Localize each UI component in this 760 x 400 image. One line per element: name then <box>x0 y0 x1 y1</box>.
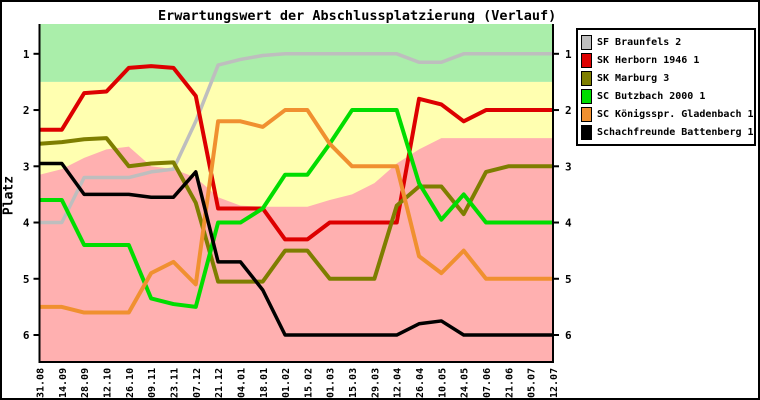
legend-swatch <box>581 88 592 104</box>
x-tick-label: 07.12 <box>192 368 203 398</box>
series-line-4 <box>39 108 553 315</box>
x-tick-label: 04.01 <box>236 368 247 398</box>
y-tick-label: 6 <box>565 329 572 342</box>
y-tick-label: 1 <box>23 48 30 61</box>
x-tick-label: 21.12 <box>214 368 225 398</box>
legend-box: SF Braunfels 2 SK Herborn 1946 1 SK Marbur… <box>576 28 756 146</box>
legend-row: SK Herborn 1946 1 <box>581 51 752 69</box>
x-tick-label: 15.02 <box>303 368 314 398</box>
series-line-3 <box>39 108 553 309</box>
legend-swatch <box>581 34 592 50</box>
x-tick-label: 21.06 <box>504 368 515 398</box>
y-tick-label: 4 <box>23 217 30 230</box>
chart-title: Erwartungswert der Abschlussplatzierung … <box>158 8 557 24</box>
legend-label: SC Butzbach 2000 1 <box>597 90 706 102</box>
series-line-2 <box>39 136 553 284</box>
x-tick-label: 26.10 <box>125 368 136 398</box>
x-tick-label: 10.05 <box>437 368 448 398</box>
legend-label: Schachfreunde Battenberg 1 <box>597 126 754 138</box>
x-tick-label: 12.10 <box>102 368 113 398</box>
legend-label: SK Marburg 3 <box>597 72 670 84</box>
y-tick-label: 1 <box>565 48 572 61</box>
x-tick-label: 07.06 <box>482 368 493 398</box>
series-line-1 <box>39 64 553 242</box>
x-tick-label: 15.03 <box>348 368 359 398</box>
x-tick-label: 23.11 <box>169 368 180 398</box>
legend-row: Schachfreunde Battenberg 1 <box>581 123 754 141</box>
x-tick-label: 01.03 <box>326 368 337 398</box>
x-tick-label: 09.11 <box>147 368 158 398</box>
x-tick-label: 12.04 <box>393 368 404 398</box>
y-tick-label: 5 <box>565 273 572 286</box>
x-tick-label: 14.09 <box>58 368 69 398</box>
series-line-0 <box>39 52 553 225</box>
x-tick-label: 12.07 <box>549 368 560 398</box>
x-tick-label: 05.07 <box>527 368 538 398</box>
x-tick-label: 24.05 <box>460 368 471 398</box>
x-tick-label: 29.03 <box>370 368 381 398</box>
x-tick-label: 31.08 <box>36 368 47 398</box>
y-tick-label: 3 <box>23 160 30 173</box>
y-tick-label: 2 <box>565 104 572 117</box>
legend-label: SK Herborn 1946 1 <box>597 54 700 66</box>
y-tick-label: 4 <box>565 217 572 230</box>
legend-swatch <box>581 52 592 68</box>
x-tick-label: 26.04 <box>415 368 426 398</box>
y-tick-label: 3 <box>565 160 572 173</box>
legend-label: SF Braunfels 2 <box>597 36 682 48</box>
legend-swatch <box>581 106 592 122</box>
series-line-5 <box>39 161 553 337</box>
legend-label: SC Königsspr. Gladenbach 1 <box>597 108 754 120</box>
x-tick-label: 18.01 <box>259 368 270 398</box>
x-tick-label: 28.09 <box>80 368 91 398</box>
y-tick-label: 2 <box>23 104 30 117</box>
legend-row: SK Marburg 3 <box>581 69 752 87</box>
legend-row: SC Butzbach 2000 1 <box>581 87 752 105</box>
legend-swatch <box>581 124 592 140</box>
legend-row: SF Braunfels 2 <box>581 33 752 51</box>
legend-row: SC Königsspr. Gladenbach 1 <box>581 105 754 123</box>
y-tick-label: 6 <box>23 329 30 342</box>
legend-swatch <box>581 70 592 86</box>
axes <box>38 24 554 363</box>
y-tick-label: 5 <box>23 273 30 286</box>
x-tick-label: 01.02 <box>281 368 292 398</box>
